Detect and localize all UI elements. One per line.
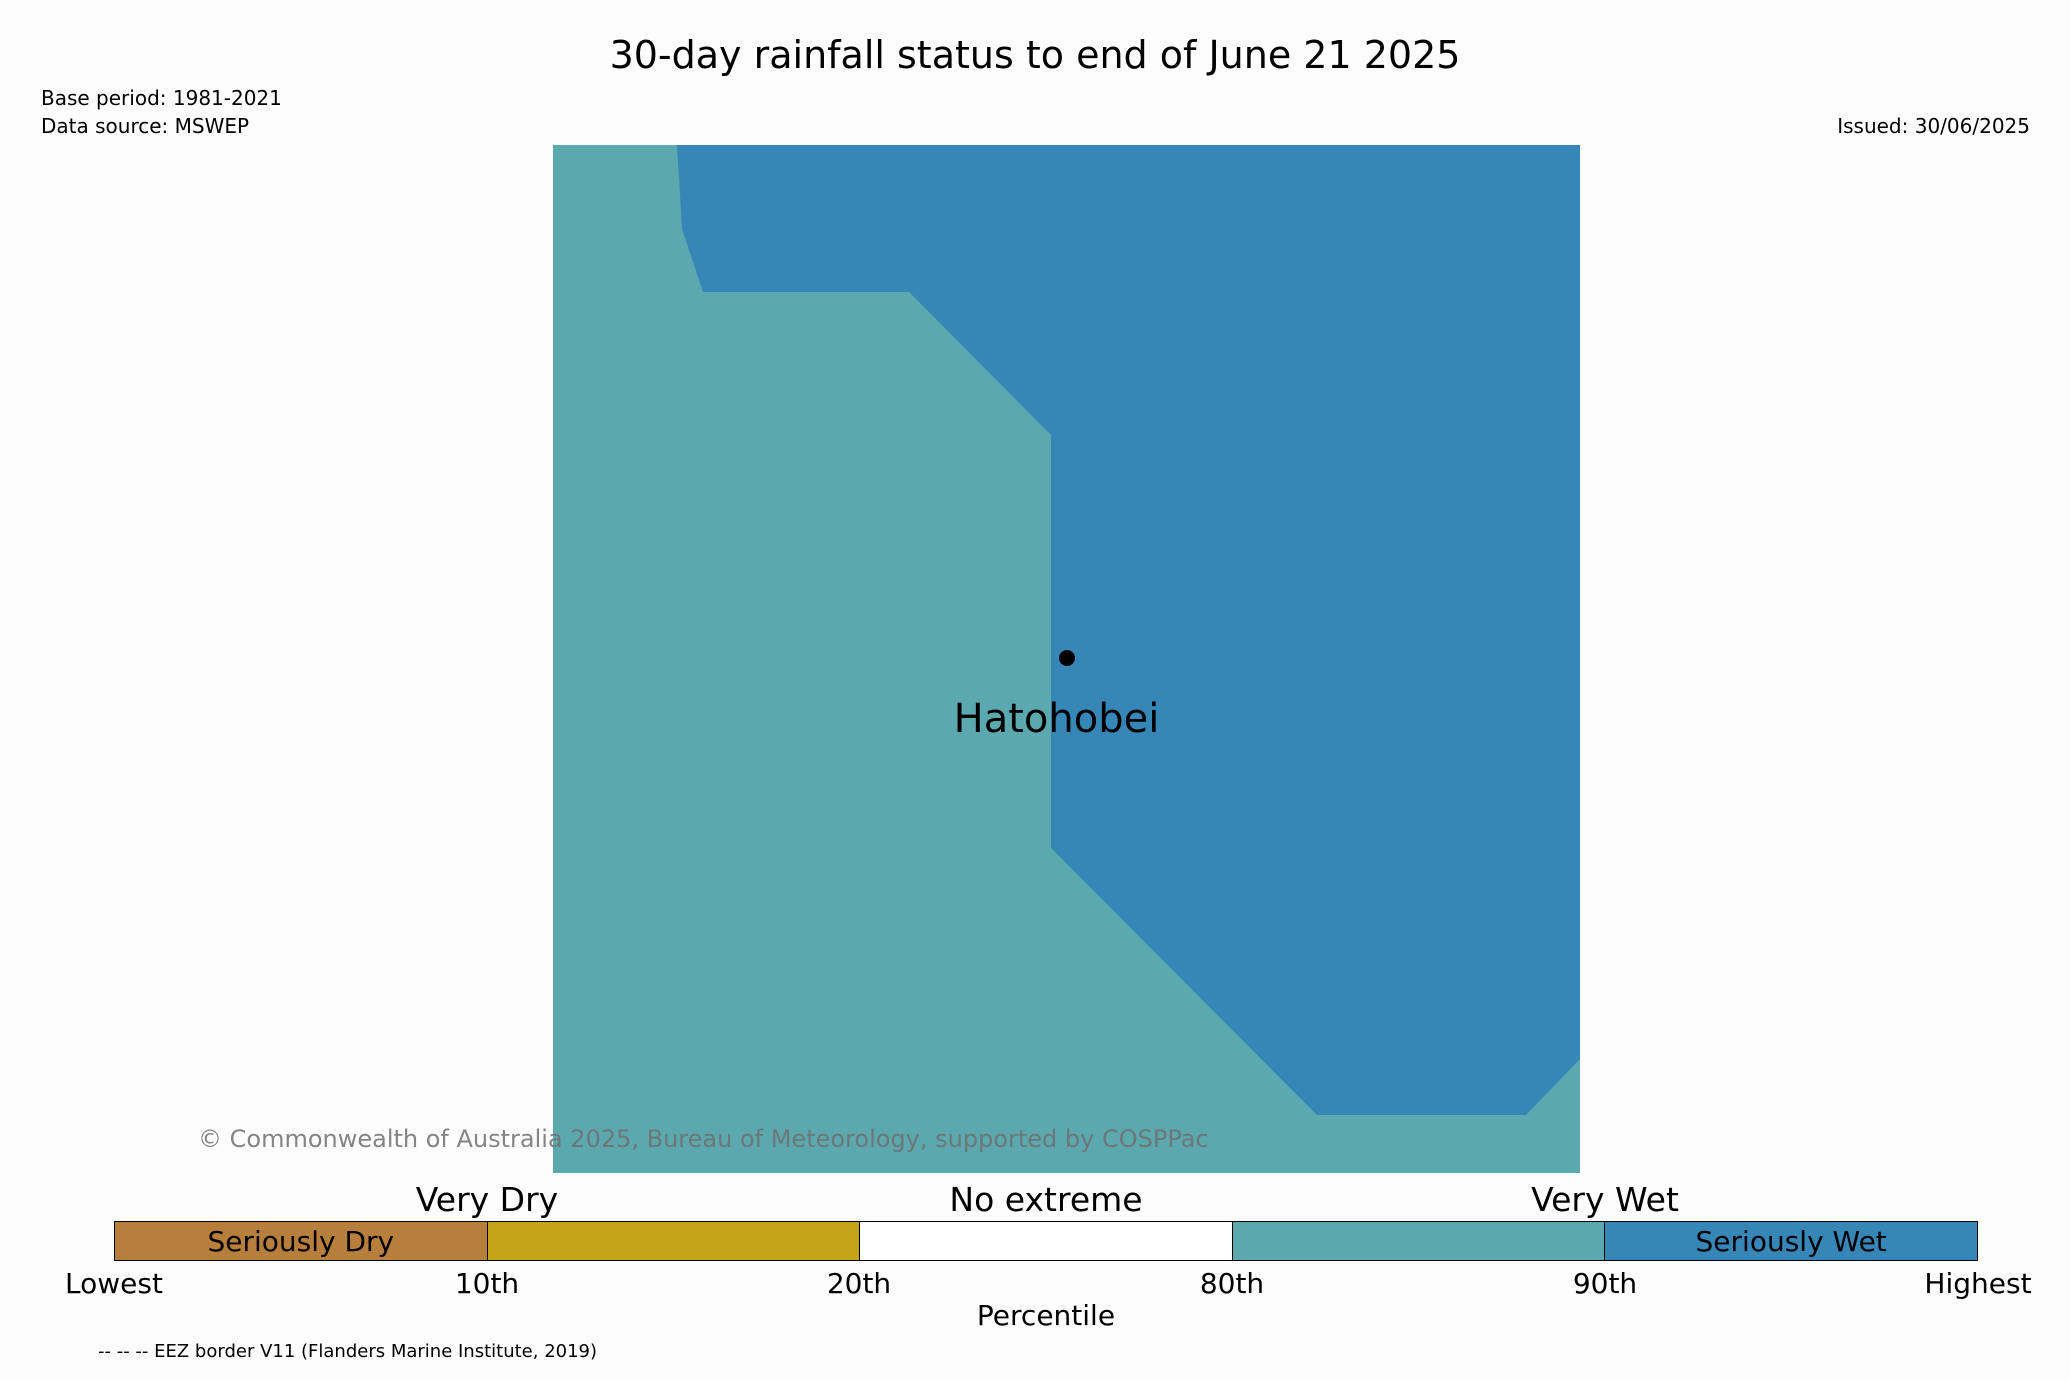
base-period: Base period: 1981-2021 bbox=[41, 86, 282, 110]
map-title: 30-day rainfall status to end of June 21… bbox=[609, 33, 1461, 77]
issued-date: Issued: 30/06/2025 bbox=[1837, 114, 2030, 138]
data-source: Data source: MSWEP bbox=[41, 114, 250, 138]
legend-axis-label: Percentile bbox=[976, 1299, 1116, 1332]
legend-segment-seriously-wet: Seriously Wet bbox=[1605, 1222, 1977, 1260]
place-label: Hatohobei bbox=[953, 696, 1160, 742]
legend-segment-label: Seriously Dry bbox=[207, 1224, 395, 1258]
legend-tick-80th: 80th bbox=[1199, 1267, 1265, 1300]
rainfall-map bbox=[553, 145, 1580, 1173]
legend-colorbar: Seriously Dry Seriously Wet bbox=[114, 1221, 1978, 1261]
legend-category-no-extreme: No extreme bbox=[949, 1180, 1143, 1219]
location-point bbox=[1059, 650, 1075, 666]
rainfall-map-svg bbox=[553, 145, 1580, 1173]
legend-tick-90th: 90th bbox=[1572, 1267, 1638, 1300]
legend-segment-seriously-dry: Seriously Dry bbox=[115, 1222, 488, 1260]
legend-tick-20th: 20th bbox=[826, 1267, 892, 1300]
legend-category-very-wet: Very Wet bbox=[1531, 1180, 1679, 1219]
legend-segment-no-extreme bbox=[860, 1222, 1233, 1260]
seriously-wet-region bbox=[677, 145, 1580, 1115]
legend-segment-very-wet bbox=[1232, 1222, 1606, 1260]
copyright-notice: © Commonwealth of Australia 2025, Bureau… bbox=[198, 1125, 1209, 1153]
legend-segment-label: Seriously Wet bbox=[1695, 1224, 1887, 1258]
legend-tick-highest: Highest bbox=[1924, 1267, 2032, 1300]
legend-tick-10th: 10th bbox=[454, 1267, 520, 1300]
legend-segment-very-dry bbox=[487, 1222, 861, 1260]
metadata-left: Base period: 1981-2021 Data source: MSWE… bbox=[41, 84, 282, 140]
legend-category-very-dry: Very Dry bbox=[415, 1180, 559, 1219]
legend-tick-lowest: Lowest bbox=[65, 1267, 163, 1300]
eez-footnote: -- -- -- EEZ border V11 (Flanders Marine… bbox=[98, 1341, 598, 1362]
